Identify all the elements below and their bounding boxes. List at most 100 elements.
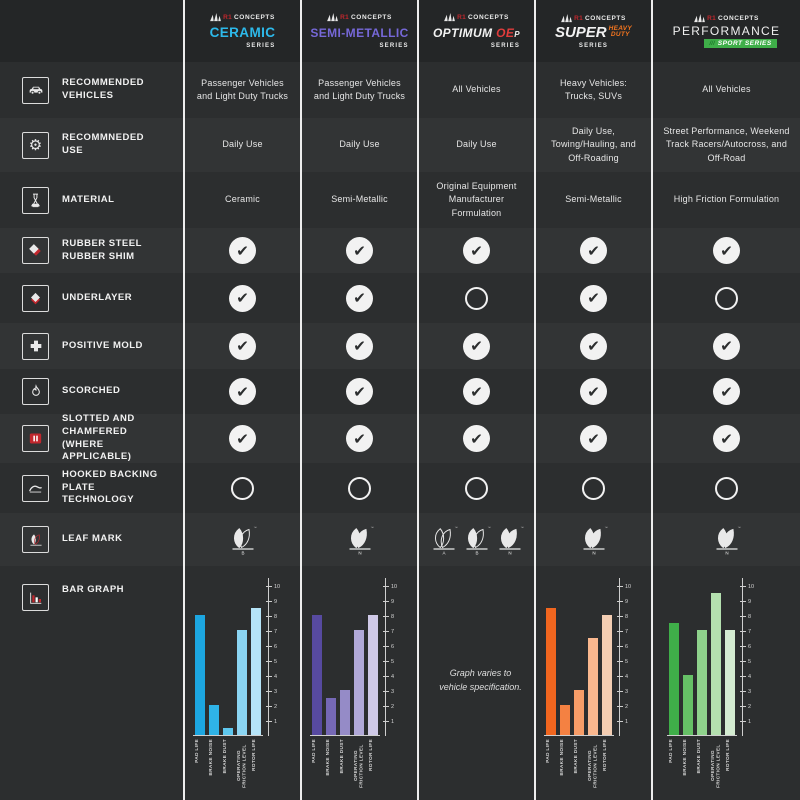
bar [209,705,219,735]
corner-cell [0,0,183,62]
vehicles-cell: Heavy Vehicles: Trucks, SUVs [536,62,651,118]
check-icon: ✔ [713,378,740,405]
leaf-mark: N ™ [495,524,525,556]
series-name: CERAMIC [209,25,276,40]
series-sub: SERIES [246,43,276,49]
x-axis-label: BRAKE DUST [223,739,228,774]
feature-cell-slotted: ✔ [302,414,417,463]
column-ceramic: R1 CONCEPTS CERAMIC SERIES Passenger Veh… [183,0,300,800]
row-label-hooked: HOOKED BACKING PLATE TECHNOLOGY [0,463,183,513]
leaf-mark-cell: N ™ [302,513,417,566]
leaf-mark: N ™ [712,524,742,556]
brand-r1: R1 [457,14,466,21]
leaf-icon [22,526,49,553]
check-icon: ✔ [713,332,740,360]
y-axis-tick-label: 9 [625,599,629,605]
x-axis-label: BRAKE DUST [697,739,702,774]
feature-cell-scorched: ✔ [185,369,300,414]
check-icon: ✔ [229,378,256,405]
bar [725,630,735,735]
bar [588,637,598,735]
y-axis-tick-label: 3 [748,689,752,695]
leaf-mark: B ™ [228,524,258,556]
series-sub: SERIES [490,43,521,49]
x-axis-label: BRAKE DUST [574,739,579,774]
check-icon: ✔ [346,284,373,312]
x-axis-label: PAD LIFE [546,739,551,763]
y-axis-tick-label: 1 [625,719,629,725]
material-cell: Semi-Metallic [302,172,417,228]
x-axis-label: ROTOR LIFE [603,739,609,771]
brand-r1: R1 [340,14,349,21]
check-icon: ✔ [346,237,373,264]
y-axis-tick-label: 2 [391,704,395,710]
leaf-mark-cell: N ™ [536,513,651,566]
y-axis-tick-label: 1 [748,719,752,725]
r1-claw-icon [561,13,572,22]
check-icon: ✔ [580,425,607,452]
leaf-mark-cell: B ™ [185,513,300,566]
badge-text: SPORT SERIES [717,40,772,47]
row-label-rubber-shim: RUBBER STEEL RUBBER SHIM [0,228,183,273]
y-axis-tick-label: 6 [274,644,278,650]
bar [237,630,247,735]
feature-cell-hooked [536,463,651,513]
series-sub: SERIES [578,42,609,49]
gear-icon: ⚙ [22,131,49,159]
y-axis-tick-label: 4 [748,674,752,680]
feature-cell-positive-mold: ✔ [653,323,800,369]
column-optimum: R1 CONCEPTS OPTIMUM OEP SERIES All Vehic… [417,0,534,800]
badge-slashes: /// [709,40,715,47]
brand-r1: R1 [707,15,716,22]
y-axis-tick-label: 8 [625,614,629,620]
vehicles-cell: Passenger Vehicles and Light Duty Trucks [185,62,300,118]
y-axis-tick-label: 5 [274,659,278,665]
feature-cell-underlayer [419,273,534,323]
bar [195,615,205,735]
feature-cell-positive-mold: ✔ [536,323,651,369]
row-label-scorched: SCORCHED [0,369,183,414]
row-label: POSITIVE MOLD [62,339,143,351]
flame-icon [22,378,49,405]
header-performance: R1 CONCEPTS PERFORMANCE /// SPORT SERIES [653,0,800,62]
check-icon: ✔ [713,425,740,452]
feature-cell-hooked [419,463,534,513]
x-axis-label: OPERATING FRICTION LEVEL [237,744,248,788]
material-cell: High Friction Formulation [653,172,800,228]
bar [326,697,336,735]
underlayer-diamond-icon [22,284,49,312]
plus-icon [22,332,49,360]
series-name: SUPER [554,23,607,41]
column-super-heavy-duty: R1 CONCEPTS SUPER HEAVY DUTY SERIES Heav… [534,0,651,800]
hook-icon [22,474,49,502]
check-icon: ✔ [463,332,490,360]
header-optimum: R1 CONCEPTS OPTIMUM OEP SERIES [419,0,534,62]
svg-text:A: A [442,550,445,555]
check-icon [715,476,738,500]
bar [354,630,364,735]
check-icon: ✔ [713,237,740,264]
feature-cell-scorched: ✔ [536,369,651,414]
x-axis-label: ROTOR LIFE [369,739,375,771]
header-semi-metallic: R1 CONCEPTS SEMI-METALLIC SERIES [302,0,417,62]
check-icon [231,476,254,500]
series-name-part: OPTIMUM [432,26,493,40]
y-axis-tick-label: 5 [748,659,752,665]
y-axis-tick-label: 9 [748,599,752,605]
r1-claw-icon [210,13,221,22]
check-icon [715,286,738,310]
y-axis-tick-label: 4 [391,674,395,680]
y-axis-tick-label: 7 [625,629,629,635]
x-axis-label: OPERATING FRICTION LEVEL [588,744,599,788]
bar [711,592,721,735]
bar-graph-cell: 1 2 3 4 5 6 7 8 9 10 PAD LIFE BRAKE NOISE BRAKE DUST… [653,566,800,800]
svg-text:™: ™ [370,525,373,529]
bar [697,630,707,735]
row-label: RECOMMNEDED USE [62,132,145,156]
bar [560,705,570,735]
row-label: RECOMMENDED VEHICLES [62,77,145,101]
x-axis-label: PAD LIFE [669,739,674,763]
bar-chart-icon [22,584,49,611]
chart-note: Graph varies to vehicle specification. [439,668,522,693]
brand-concepts: CONCEPTS [234,14,275,21]
